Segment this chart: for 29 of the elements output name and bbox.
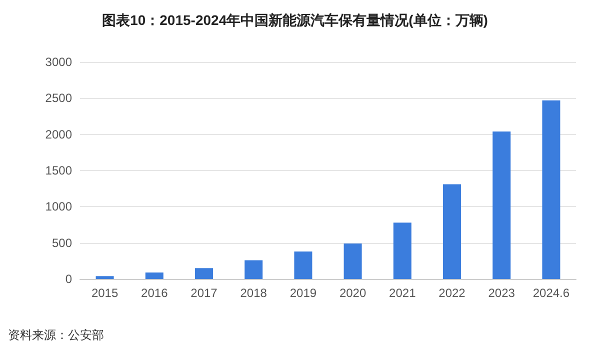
bar <box>145 272 164 279</box>
x-tick-label: 2023 <box>488 286 516 300</box>
bar <box>492 131 511 279</box>
y-tick-label: 1500 <box>45 164 72 178</box>
x-tick-label: 2018 <box>240 286 268 300</box>
bar <box>344 244 362 279</box>
x-tick-label: 2024.6 <box>532 286 570 300</box>
bar <box>195 268 213 279</box>
y-tick-label: 3000 <box>45 55 72 69</box>
bar <box>294 252 312 279</box>
y-tick-label: 1000 <box>45 200 72 214</box>
y-tick-label: 2000 <box>45 127 72 142</box>
y-tick-label: 2500 <box>45 91 72 106</box>
x-tick-label: 2020 <box>339 286 366 300</box>
x-tick-label: 2017 <box>190 286 218 300</box>
bar <box>96 276 114 279</box>
x-tick-label: 2016 <box>141 286 168 300</box>
y-tick-label: 0 <box>65 272 72 286</box>
bar <box>244 260 263 279</box>
chart-title: 图表10：2015-2024年中国新能源汽车保有量情况(单位：万辆) <box>102 12 488 28</box>
bar <box>542 100 560 279</box>
x-tick-label: 2015 <box>91 286 118 300</box>
x-tick-label: 2019 <box>290 286 317 300</box>
y-tick-label: 500 <box>52 236 72 250</box>
text: 资料来源：公安部 <box>8 328 104 342</box>
bar <box>393 222 412 279</box>
x-tick-label: 2021 <box>389 286 416 300</box>
x-tick-label: 2022 <box>438 286 466 300</box>
bar <box>443 184 461 279</box>
